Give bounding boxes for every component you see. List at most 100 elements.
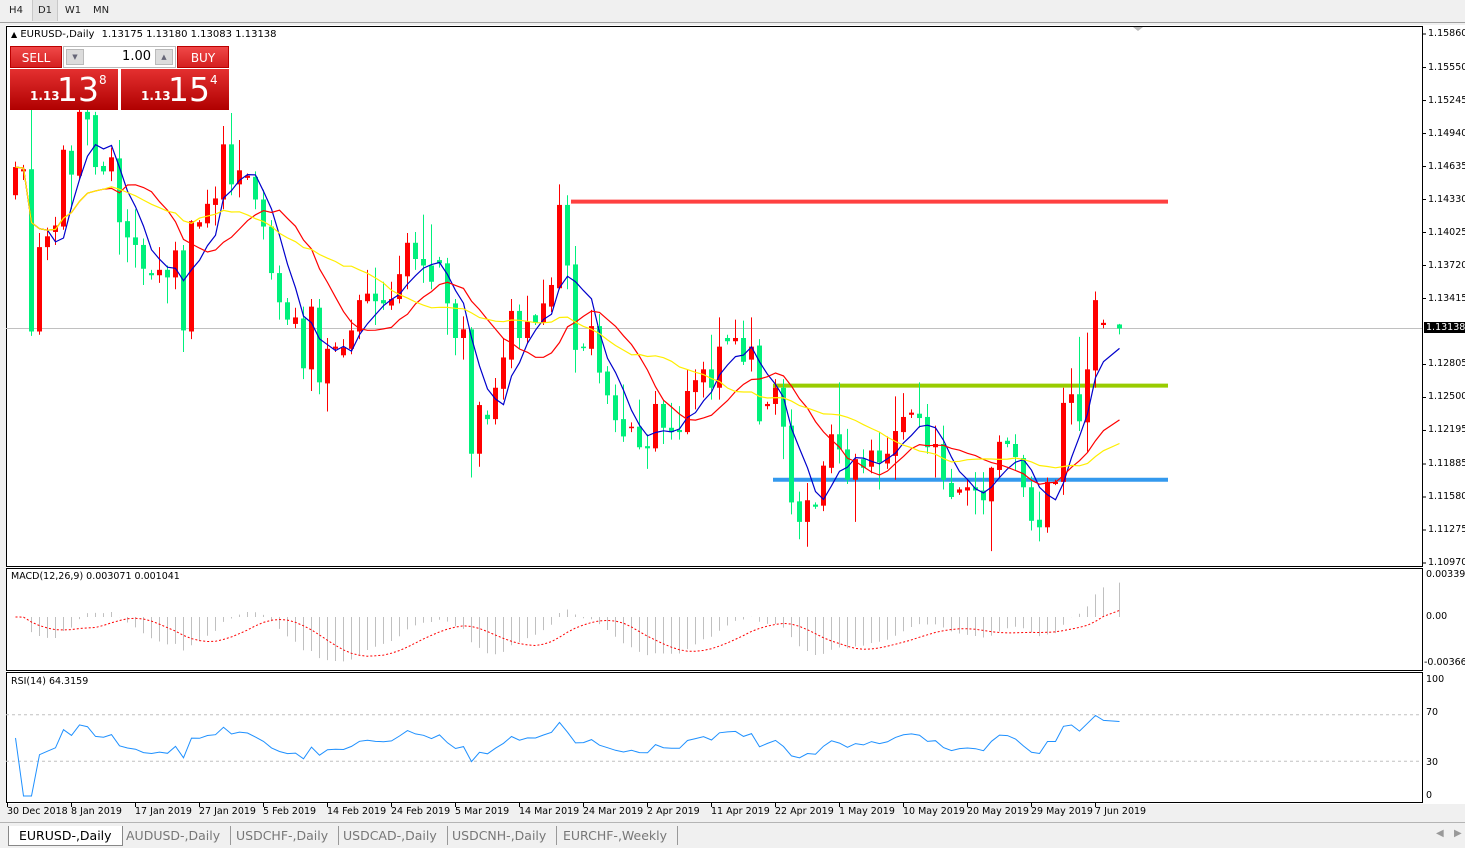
candle: [485, 410, 490, 425]
sell-button[interactable]: SELL: [10, 46, 62, 68]
tab-usdcad-daily[interactable]: USDCAD-,Daily: [333, 826, 448, 845]
price-label: 1.13720: [1428, 259, 1465, 271]
date-label: 24 Mar 2019: [583, 806, 644, 817]
candle: [821, 461, 826, 512]
candle-body: [605, 371, 610, 396]
candle-body: [437, 260, 442, 264]
macd-panel-frame: [6, 568, 1423, 671]
candle: [133, 209, 138, 268]
timeframe-w1[interactable]: W1: [64, 5, 82, 16]
timeframe-toolbar: H4 D1 W1 MN: [0, 0, 1465, 23]
candle: [285, 297, 290, 326]
candle: [629, 422, 634, 433]
tab-eurchf-weekly[interactable]: EURCHF-,Weekly: [553, 826, 679, 845]
chart-area[interactable]: [6, 25, 1465, 804]
candle: [1061, 387, 1066, 495]
candle-body: [165, 269, 170, 278]
candle-body: [581, 346, 586, 349]
candle: [269, 220, 274, 280]
price-label: 1.14025: [1428, 226, 1465, 238]
candle-body: [341, 347, 346, 356]
candle: [77, 107, 82, 181]
rsi-label: RSI(14) 64.3159: [11, 676, 89, 687]
candle-body: [349, 330, 354, 349]
candle-body: [301, 318, 306, 369]
buy-button[interactable]: BUY: [177, 46, 229, 68]
candle: [853, 453, 858, 522]
tabs-scroll-left-icon[interactable]: ◀: [1436, 828, 1444, 839]
candle-body: [525, 321, 530, 338]
tabs-scroll-right-icon[interactable]: ▶: [1454, 828, 1462, 839]
candle: [581, 343, 586, 351]
timeframe-h4[interactable]: H4: [9, 5, 23, 16]
candle: [109, 147, 114, 182]
candle: [117, 140, 122, 255]
timeframe-mn[interactable]: MN: [92, 5, 110, 16]
candle-body: [693, 380, 698, 393]
candle: [221, 125, 226, 210]
candle-body: [829, 434, 834, 468]
candle: [1069, 368, 1074, 425]
candle-body: [573, 264, 578, 350]
candle: [1077, 336, 1082, 432]
candle-body: [389, 299, 394, 306]
triangle-up-icon[interactable]: ▲: [11, 30, 18, 39]
ma-fast-line: [15, 143, 1120, 501]
candle: [213, 186, 218, 226]
candle: [509, 299, 514, 369]
buy-price-box[interactable]: 1.13 15 4: [121, 69, 229, 110]
candle-body: [949, 482, 954, 498]
tab-eurusd-daily[interactable]: EURUSD-,Daily: [8, 826, 123, 846]
candle-body: [869, 450, 874, 467]
sell-price-box[interactable]: 1.13 13 8: [10, 69, 118, 110]
candle: [501, 337, 506, 400]
date-label: 20 May 2019: [967, 806, 1029, 817]
date-label: 11 Apr 2019: [711, 806, 770, 817]
buy-price-fraction: 4: [210, 73, 218, 87]
candle: [1045, 477, 1050, 533]
candle: [1005, 437, 1010, 448]
candle-body: [925, 416, 930, 448]
tab-usdchf-daily[interactable]: USDCHF-,Daily: [226, 826, 340, 845]
date-label: 24 Feb 2019: [391, 806, 451, 817]
lot-size-input[interactable]: ▼ 1.00 ▲: [63, 46, 176, 68]
candle-body: [589, 326, 594, 349]
candle-body: [357, 300, 362, 332]
candle: [421, 214, 426, 283]
timeframe-d1[interactable]: D1: [32, 0, 58, 21]
candle: [989, 466, 994, 552]
candle: [909, 409, 914, 419]
rsi-panel-frame: [6, 672, 1423, 803]
candle-body: [269, 226, 274, 274]
candle: [141, 238, 146, 285]
candle: [685, 369, 690, 435]
chart-tabs: EURUSD-,Daily AUDUSD-,Daily USDCHF-,Dail…: [0, 822, 1465, 848]
candle: [549, 277, 554, 313]
candle: [917, 382, 922, 428]
candle-body: [197, 222, 202, 227]
candle: [701, 361, 706, 398]
candle: [253, 171, 258, 210]
macd-signal-line: [15, 609, 1120, 657]
candle: [429, 224, 434, 290]
candle-body: [1021, 458, 1026, 488]
candle: [413, 231, 418, 270]
candle: [261, 189, 266, 240]
rsi-axis-30: 30: [1426, 757, 1439, 768]
rsi-axis-70: 70: [1426, 707, 1439, 718]
candle: [653, 390, 658, 452]
tab-audusd-daily[interactable]: AUDUSD-,Daily: [116, 826, 232, 845]
lot-increase-button[interactable]: ▲: [155, 49, 173, 65]
candle-body: [1085, 369, 1090, 423]
candle: [341, 339, 346, 358]
macd-histogram: [23, 582, 1120, 662]
candle-body: [661, 403, 666, 428]
buy-price-pips: 15: [168, 70, 210, 109]
tab-usdcnh-daily[interactable]: USDCNH-,Daily: [442, 826, 558, 845]
candle: [397, 255, 402, 304]
lot-decrease-button[interactable]: ▼: [66, 49, 84, 65]
candle-body: [725, 337, 730, 342]
candle-body: [1053, 481, 1058, 485]
candle-body: [149, 273, 154, 276]
